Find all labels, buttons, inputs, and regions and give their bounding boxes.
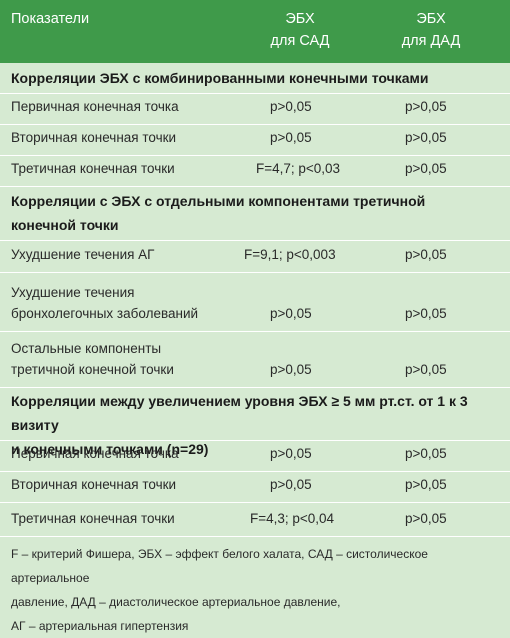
row-sbp-value: p>0,05: [270, 306, 312, 321]
row-label-line1: Ухудшение течения: [11, 285, 135, 300]
header-sbp-line1: ЭБХ: [285, 11, 315, 27]
row-label: Вторичная конечная точки: [11, 130, 177, 145]
table-row: Вторичная конечная точки p>0,05 p>0,05: [0, 124, 510, 155]
row-dbp-value: p>0,05: [405, 130, 447, 145]
footnote-divider: [0, 536, 510, 537]
header-sbp: ЭБХ для САД: [262, 8, 338, 52]
row-sbp-value: F=4,3; p<0,04: [250, 511, 335, 526]
row-dbp-value: p>0,05: [405, 99, 447, 114]
table-row: Остальные компоненты третичной конечной …: [0, 331, 510, 387]
footnote-line1: F – критерий Фишера, ЭБХ – эффект белого…: [11, 547, 428, 585]
row-label: Вторичная конечная точки: [11, 477, 177, 492]
row-label: Первичная конечная точка: [11, 99, 179, 114]
section-divider: [0, 387, 510, 388]
row-label-line2: бронхолегочных заболеваний: [11, 306, 199, 321]
row-sbp-value: p>0,05: [270, 477, 312, 492]
row-label: Ухудшение течения АГ: [11, 247, 155, 262]
row-dbp-value: p>0,05: [405, 306, 447, 321]
header-sbp-line2: для САД: [270, 33, 330, 49]
row-label: Третичная конечная точки: [11, 511, 175, 526]
section-title-line1: Корреляции с ЭБХ с отдельными компонента…: [11, 193, 426, 209]
row-sbp-value: p>0,05: [270, 99, 312, 114]
row-label-line1: Остальные компоненты: [11, 341, 162, 356]
section-title-line2: и конечными точками (n=29): [11, 441, 209, 457]
section-divider: [0, 186, 510, 187]
row-dbp-value: p>0,05: [405, 247, 447, 262]
header-dbp-line1: ЭБХ: [416, 11, 446, 27]
header-dbp: ЭБХ для ДАД: [393, 8, 469, 52]
table-row: Третичная конечная точки F=4,7; p<0,03 p…: [0, 155, 510, 186]
row-dbp-value: p>0,05: [405, 362, 447, 377]
row-sbp-value: p>0,05: [270, 362, 312, 377]
row-sbp-value: p>0,05: [270, 130, 312, 145]
section-title-line1: Корреляции между увеличением уровня ЭБХ …: [11, 393, 468, 433]
row-dbp-value: p>0,05: [405, 161, 447, 176]
table-row: Ухудшение течения бронхолегочных заболев…: [0, 272, 510, 331]
table-row: Ухудшение течения АГ F=9,1; p<0,003 p>0,…: [0, 240, 510, 272]
row-dbp-value: p>0,05: [405, 477, 447, 492]
row-label: Первичная конечная точка: [11, 446, 179, 461]
header-dbp-line2: для ДАД: [401, 33, 461, 49]
table-row: Первичная конечная точка p>0,05 p>0,05: [0, 93, 510, 124]
footnote-line3: АГ – артериальная гипертензия: [11, 619, 189, 633]
table-row: Третичная конечная точки F=4,3; p<0,04 p…: [0, 502, 510, 536]
footnote-line2: давление, ДАД – диастолическое артериаль…: [11, 595, 341, 609]
header-indicator: Показатели: [11, 11, 90, 27]
row-sbp-value: p>0,05: [270, 446, 312, 461]
table-header: Показатели ЭБХ для САД ЭБХ для ДАД: [0, 0, 510, 63]
row-dbp-value: p>0,05: [405, 446, 447, 461]
table-footnote: F – критерий Фишера, ЭБХ – эффект белого…: [11, 542, 503, 638]
row-dbp-value: p>0,05: [405, 511, 447, 526]
section-title: Корреляции между увеличением уровня ЭБХ …: [11, 389, 501, 461]
table-row: Первичная конечная точка p>0,05 p>0,05: [0, 440, 510, 471]
row-label: Третичная конечная точки: [11, 161, 175, 176]
row-label: Остальные компоненты третичной конечной …: [11, 338, 174, 380]
row-sbp-value: F=4,7; p<0,03: [256, 161, 341, 176]
row-label-line2: третичной конечной точки: [11, 362, 174, 377]
section-title: Корреляции с ЭБХ с отдельными компонента…: [11, 189, 501, 237]
row-label: Ухудшение течения бронхолегочных заболев…: [11, 282, 198, 324]
table-row: Вторичная конечная точки p>0,05 p>0,05: [0, 471, 510, 502]
section-title-line2: конечной точки: [11, 217, 119, 233]
section-title: Корреляции ЭБХ с комбинированными конечн…: [11, 70, 429, 86]
row-sbp-value: F=9,1; p<0,003: [244, 247, 336, 262]
